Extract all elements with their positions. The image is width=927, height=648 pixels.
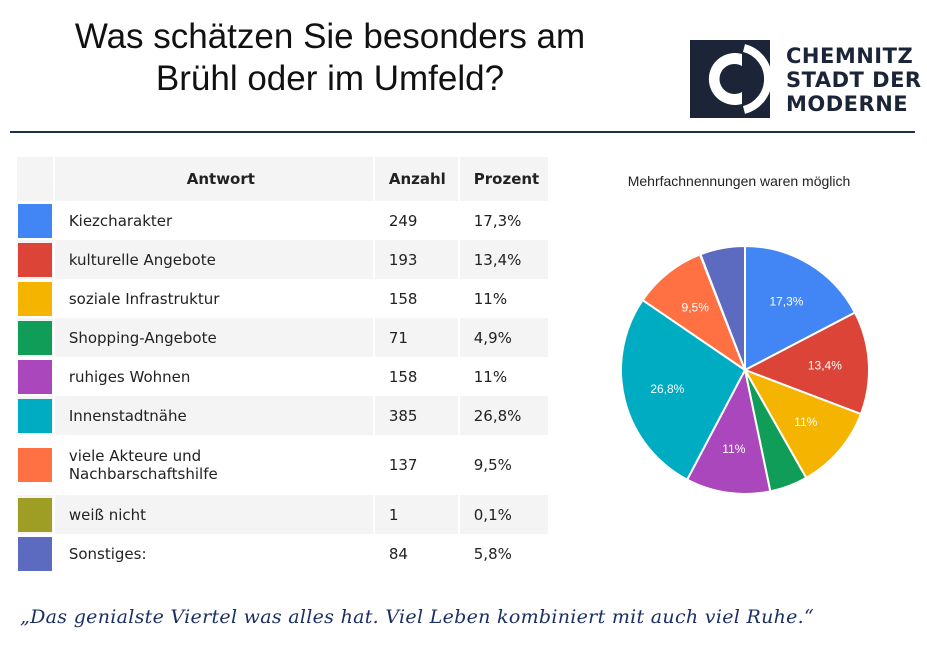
- answer-cell: Shopping-Angebote: [53, 318, 375, 357]
- pie-slice-label: 13,4%: [808, 358, 842, 372]
- color-swatch: [17, 497, 52, 532]
- answer-cell: ruhiges Wohnen: [53, 357, 375, 396]
- color-swatch: [17, 281, 52, 316]
- color-swatch-cell: [17, 357, 55, 396]
- pie-slices: [620, 244, 870, 495]
- table-row: ruhiges Wohnen 158 11%: [17, 357, 551, 396]
- table-row: soziale Infrastruktur 158 11%: [17, 279, 551, 318]
- color-swatch-cell: [17, 240, 55, 279]
- count-cell: 1: [373, 495, 460, 534]
- color-swatch: [17, 203, 52, 238]
- pie-chart: 17,3% 13,4% 11% 11% 26,8% 9,5%: [620, 244, 870, 495]
- pie-slice-label: 17,3%: [769, 295, 803, 309]
- table-body: Kiezcharakter 249 17,3% kulturelle Angebote…: [17, 201, 551, 573]
- page-title: Was schätzen Sie besonders am Brühl oder…: [20, 16, 640, 100]
- table-row: Kiezcharakter 249 17,3%: [17, 201, 551, 240]
- color-swatch: [17, 536, 52, 571]
- pie-slice: [641, 253, 748, 373]
- answer-cell: kulturelle Angebote: [53, 240, 375, 279]
- pie-slice: [685, 367, 772, 495]
- color-swatch-cell: [17, 279, 55, 318]
- pie-slice: [699, 244, 746, 371]
- color-swatch: [17, 242, 52, 277]
- answer-cell: viele Akteure und Nachbarschaftshilfe: [53, 435, 375, 495]
- pie-labels: 17,3% 13,4% 11% 11% 26,8% 9,5%: [650, 295, 842, 457]
- color-swatch: [17, 448, 52, 482]
- percent-cell: 9,5%: [458, 435, 551, 495]
- pie-subtitle: Mehrfachnennungen waren möglich: [627, 173, 851, 189]
- count-cell: 249: [373, 201, 460, 240]
- count-cell: 385: [373, 396, 460, 435]
- logo-line-1: CHEMNITZ: [786, 44, 914, 68]
- answer-header: Antwort: [53, 157, 375, 201]
- pie-slice: [742, 311, 870, 416]
- color-swatch: [17, 398, 52, 433]
- count-header: Anzahl: [373, 157, 460, 201]
- pie-slice: [620, 298, 747, 482]
- logo-line-3: MODERNE: [786, 92, 909, 116]
- table-row: Sonstiges: 84 5,8%: [17, 534, 551, 573]
- chemnitz-c-logo-icon: [690, 40, 770, 118]
- percent-cell: 0,1%: [458, 495, 551, 534]
- percent-cell: 17,3%: [458, 201, 551, 240]
- color-swatch-cell: [17, 201, 55, 240]
- color-swatch-cell: [17, 495, 55, 534]
- answer-cell: Innenstadtnähe: [53, 396, 375, 435]
- pie-slice-label: 11%: [794, 415, 817, 429]
- table-row: viele Akteure und Nachbarschaftshilfe 137…: [17, 435, 551, 495]
- title-line-1: Was schätzen Sie besonders am: [74, 17, 586, 56]
- table-header-row: Antwort Anzahl Prozent: [17, 157, 551, 201]
- answer-cell: soziale Infrastruktur: [53, 279, 375, 318]
- table-row: Innenstadtnähe 385 26,8%: [17, 396, 551, 435]
- title-line-2: Brühl oder im Umfeld?: [155, 59, 505, 98]
- pie-slice-label: 26,8%: [650, 382, 684, 396]
- swatch-header: [17, 157, 55, 201]
- percent-cell: 11%: [458, 279, 551, 318]
- count-cell: 158: [373, 279, 460, 318]
- chemnitz-logo: CHEMNITZ STADT DER MODERNE: [690, 40, 922, 120]
- color-swatch-cell: [17, 534, 55, 573]
- pie-slice: [744, 244, 857, 372]
- count-cell: 158: [373, 357, 460, 396]
- header-divider: [10, 131, 915, 133]
- count-cell: 71: [373, 318, 460, 357]
- color-swatch-cell: [17, 435, 55, 495]
- table-row: Shopping-Angebote 71 4,9%: [17, 318, 551, 357]
- answer-cell: Kiezcharakter: [53, 201, 375, 240]
- color-swatch: [17, 320, 52, 355]
- table-row: kulturelle Angebote 193 13,4%: [17, 240, 551, 279]
- table-row: weiß nicht 1 0,1%: [17, 495, 551, 534]
- percent-cell: 26,8%: [458, 396, 551, 435]
- percent-cell: 5,8%: [458, 534, 551, 573]
- color-swatch-cell: [17, 318, 55, 357]
- logo-wordmark: CHEMNITZ STADT DER MODERNE: [786, 44, 922, 116]
- percent-cell: 4,9%: [458, 318, 551, 357]
- logo-line-2: STADT DER: [786, 68, 922, 92]
- count-cell: 137: [373, 435, 460, 495]
- citizen-quote: „Das genialste Viertel was alles hat. Vi…: [20, 606, 815, 628]
- pie-slice: [742, 368, 863, 480]
- pie-slice-label: 9,5%: [682, 300, 710, 314]
- percent-header: Prozent: [458, 157, 551, 201]
- count-cell: 193: [373, 240, 460, 279]
- count-cell: 84: [373, 534, 460, 573]
- color-swatch-cell: [17, 396, 55, 435]
- percent-cell: 13,4%: [458, 240, 551, 279]
- pie-slice-label: 11%: [722, 442, 745, 456]
- percent-cell: 11%: [458, 357, 551, 396]
- color-swatch: [17, 359, 52, 394]
- results-table: Antwort Anzahl Prozent Kiezcharakter 249 1…: [17, 157, 551, 573]
- answer-cell: Sonstiges:: [53, 534, 375, 573]
- answer-cell: weiß nicht: [53, 495, 375, 534]
